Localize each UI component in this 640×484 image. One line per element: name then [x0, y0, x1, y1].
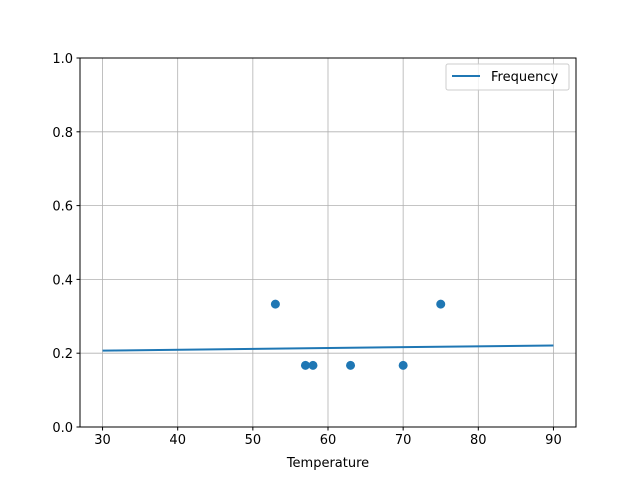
x-tick-label: 90 — [545, 433, 562, 448]
x-tick-label: 30 — [94, 433, 111, 448]
x-tick-label: 60 — [320, 433, 337, 448]
x-axis-label: Temperature — [286, 456, 369, 471]
ticks: 30 40 50 60 70 80 90 0.0 0.2 0.4 0.6 0.8 1.0 — [52, 52, 561, 448]
legend: Frequency — [445, 63, 570, 91]
y-tick-label: 0.8 — [52, 126, 73, 141]
y-tick-label: 1.0 — [52, 52, 73, 67]
scatter-point — [270, 299, 280, 309]
grid — [80, 57, 576, 428]
y-tick-label: 0.4 — [52, 273, 73, 288]
series-line-frequency — [102, 344, 554, 352]
legend-label-frequency: Frequency — [491, 70, 558, 85]
scatter-point — [436, 299, 446, 309]
y-tick-label: 0.0 — [52, 421, 73, 436]
legend-box — [445, 63, 570, 91]
x-tick-label: 40 — [169, 433, 186, 448]
scatter-point — [398, 360, 408, 370]
y-tick-label: 0.6 — [52, 200, 73, 215]
x-tick-label: 70 — [395, 433, 412, 448]
marks — [102, 299, 554, 370]
x-tick-label: 50 — [245, 433, 262, 448]
y-tick-label: 0.2 — [52, 347, 73, 362]
scatter-point — [308, 360, 318, 370]
scatter-point — [346, 360, 356, 370]
x-tick-label: 80 — [470, 433, 487, 448]
scatter-point — [300, 360, 310, 370]
